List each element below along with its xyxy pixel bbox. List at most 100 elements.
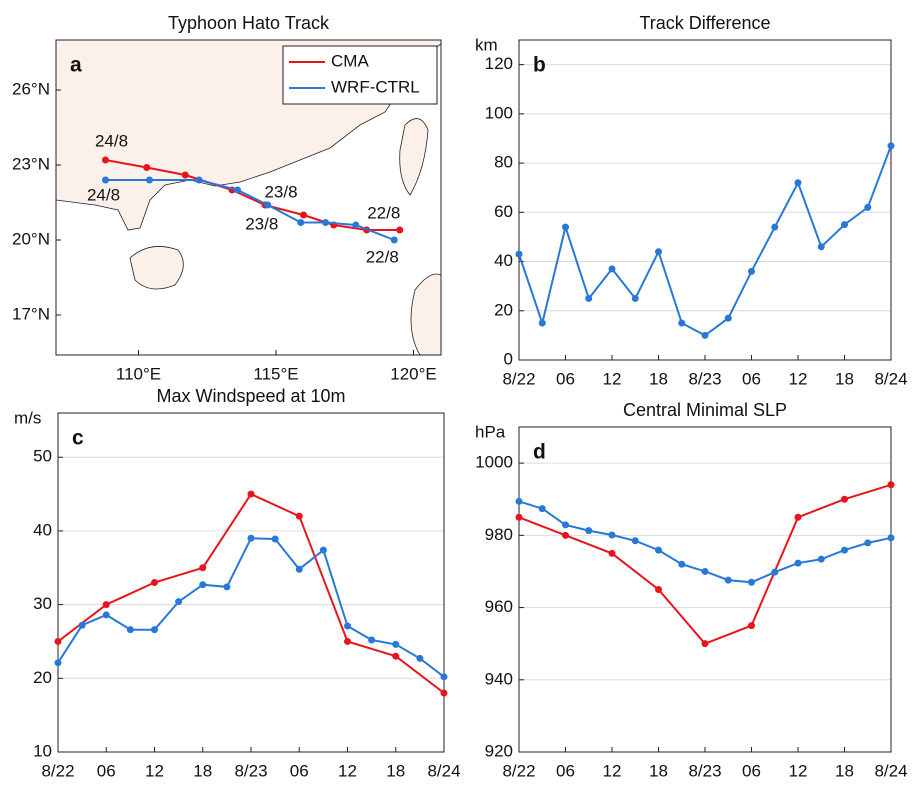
series-line — [518, 145, 892, 337]
x-tick-label: 8/23 — [688, 369, 721, 388]
y-axis-label: km — [475, 35, 498, 54]
point — [794, 559, 802, 567]
panel: Central Minimal SLP hPa 920 940 960 980 1000 8/… — [475, 400, 908, 781]
point — [247, 490, 255, 498]
series-line — [57, 537, 445, 678]
y-tick-label: 40 — [494, 251, 513, 270]
annotation: 24/8 — [87, 185, 120, 204]
point — [701, 331, 709, 339]
point — [440, 689, 448, 697]
point — [562, 223, 569, 231]
y-tick-label: 120 — [485, 54, 513, 73]
x-tick-label: 06 — [742, 369, 761, 388]
point — [143, 164, 151, 171]
chart-title: Typhoon Hato Track — [168, 13, 330, 33]
point — [608, 549, 616, 557]
y-tick-label: 30 — [33, 594, 52, 613]
point — [841, 221, 848, 229]
point — [515, 513, 523, 521]
plot-frame — [57, 412, 445, 753]
x-tick-label: 18 — [386, 761, 405, 780]
point — [817, 555, 825, 563]
point — [538, 319, 546, 327]
y-tick-label: 960 — [485, 597, 513, 616]
point — [151, 579, 158, 586]
point — [887, 142, 895, 150]
x-tick-label: 18 — [835, 761, 854, 780]
point — [817, 243, 825, 251]
point — [102, 611, 110, 619]
series-line — [518, 483, 892, 645]
point — [390, 236, 398, 244]
y-tick-label: 80 — [494, 153, 513, 172]
x-tick-label: 8/24 — [874, 761, 907, 780]
point — [701, 567, 709, 575]
annotation: 22/8 — [367, 203, 400, 222]
y-tick-label: 40 — [33, 520, 52, 539]
y-tick-label: 26°N — [12, 79, 50, 98]
x-tick-label: 18 — [649, 761, 668, 780]
x-tick-label: 18 — [835, 369, 854, 388]
point — [175, 598, 183, 606]
point — [864, 203, 872, 211]
y-tick-label: 980 — [485, 525, 513, 544]
point — [724, 576, 732, 584]
point — [585, 527, 593, 535]
point — [199, 581, 207, 589]
series-line — [57, 492, 445, 694]
y-tick-label: 20°N — [12, 229, 50, 248]
point — [748, 578, 755, 586]
point — [319, 546, 327, 554]
point — [322, 219, 329, 226]
point — [608, 265, 616, 273]
chart-title: Track Difference — [639, 13, 770, 33]
point — [264, 201, 272, 209]
y-tick-label: 17°N — [12, 304, 50, 323]
point — [102, 176, 109, 184]
x-tick-label: 18 — [649, 369, 668, 388]
point — [344, 637, 351, 645]
y-tick-label: 1000 — [475, 453, 513, 472]
point — [748, 622, 755, 630]
chart-title: Central Minimal SLP — [623, 400, 787, 420]
x-tick-label: 06 — [97, 761, 116, 780]
panel: Typhoon Hato Track 17°N 20°N 23°N 26°N 110°E 1… — [12, 13, 442, 383]
x-tick-label: 12 — [603, 369, 622, 388]
x-tick-label: 8/22 — [41, 761, 74, 780]
legend-label: WRF-CTRL — [331, 77, 420, 96]
y-tick-label: 20 — [33, 668, 52, 687]
y-tick-label: 100 — [485, 103, 513, 122]
x-tick-label: 06 — [556, 369, 575, 388]
point — [631, 294, 639, 302]
point — [515, 250, 523, 258]
x-tick-label: 110°E — [116, 364, 161, 383]
point — [724, 314, 732, 322]
point — [181, 171, 189, 179]
point — [54, 637, 62, 645]
point — [562, 521, 569, 529]
panel-letter: c — [72, 427, 84, 450]
x-tick-label: 12 — [603, 761, 622, 780]
point — [195, 176, 203, 184]
x-tick-label: 8/23 — [234, 761, 267, 780]
y-tick-label: 60 — [494, 202, 513, 221]
point — [440, 673, 448, 681]
point — [78, 621, 86, 629]
y-tick-label: 50 — [33, 447, 52, 466]
chart-title: Max Windspeed at 10m — [156, 386, 345, 406]
x-tick-label: 8/24 — [874, 369, 907, 388]
point — [368, 636, 376, 644]
point — [271, 535, 279, 543]
point — [771, 223, 779, 231]
x-tick-label: 06 — [556, 761, 575, 780]
y-tick-label: 23°N — [12, 154, 50, 173]
y-tick-label: 940 — [485, 669, 513, 688]
point — [234, 186, 241, 194]
panel-letter: d — [533, 441, 546, 464]
point — [515, 497, 523, 505]
point — [631, 537, 639, 545]
point — [102, 601, 110, 609]
x-tick-label: 8/22 — [502, 761, 535, 780]
plot-frame — [518, 39, 892, 361]
